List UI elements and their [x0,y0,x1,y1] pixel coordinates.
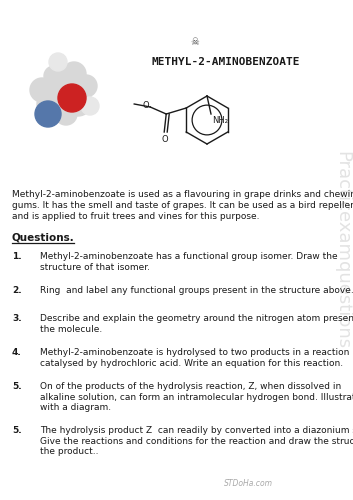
Text: Ring  and label any functional groups present in the structure above.: Ring and label any functional groups pre… [40,286,353,295]
Text: the product..: the product.. [40,447,98,456]
Text: the molecule.: the molecule. [40,324,102,334]
Text: On of the products of the hydrolysis reaction, Z, when dissolved in: On of the products of the hydrolysis rea… [40,382,341,391]
Text: Describe and explain the geometry around the nitrogen atom present in: Describe and explain the geometry around… [40,314,353,323]
Text: catalysed by hydrochloric acid. Write an equation for this reaction.: catalysed by hydrochloric acid. Write an… [40,358,343,368]
Circle shape [75,75,97,97]
Text: O: O [162,135,168,144]
Text: structure of that isomer.: structure of that isomer. [40,262,150,272]
Circle shape [55,103,77,125]
Circle shape [44,66,64,86]
Text: with a diagram.: with a diagram. [40,403,111,412]
Text: 3.: 3. [12,314,22,323]
Text: O: O [143,102,149,110]
Circle shape [58,84,86,112]
Text: gums. It has the smell and taste of grapes. It can be used as a bird repellent,: gums. It has the smell and taste of grap… [12,201,353,210]
Text: 4.: 4. [12,348,22,357]
Text: METHYL-2-AMINOBENZOATE: METHYL-2-AMINOBENZOATE [152,57,300,67]
Circle shape [45,71,79,105]
Text: Methyl-2-aminobenzoate has a functional group isomer. Draw the: Methyl-2-aminobenzoate has a functional … [40,252,337,261]
Circle shape [62,62,86,86]
Text: NH₂: NH₂ [212,116,228,125]
Circle shape [30,78,54,102]
Text: Methyl-2-aminobenzoate is used as a flavouring in grape drinks and chewing: Methyl-2-aminobenzoate is used as a flav… [12,190,353,199]
Text: 5.: 5. [12,382,22,391]
Circle shape [81,97,99,115]
Text: ☠: ☠ [191,37,199,47]
Text: Practicexamquestions: Practicexamquestions [333,151,351,349]
Text: The hydrolysis product Z  can readily by converted into a diazonium salt.: The hydrolysis product Z can readily by … [40,426,353,435]
Text: Questions.: Questions. [12,233,75,243]
Text: 1.: 1. [12,252,22,261]
Circle shape [37,91,63,117]
Text: and is applied to fruit trees and vines for this purpose.: and is applied to fruit trees and vines … [12,212,259,221]
Circle shape [35,101,61,127]
Text: 5.: 5. [12,426,22,435]
Text: alkaline solution, can form an intramolecular hydrogen bond. Illustrate this: alkaline solution, can form an intramole… [40,392,353,402]
Text: STDoHa.com: STDoHa.com [223,479,273,488]
Circle shape [64,88,92,116]
Circle shape [49,53,67,71]
Text: 2.: 2. [12,286,22,295]
Text: Give the reactions and conditions for the reaction and draw the structure of: Give the reactions and conditions for th… [40,436,353,446]
Text: Methyl-2-aminobenzoate is hydrolysed to two products in a reaction: Methyl-2-aminobenzoate is hydrolysed to … [40,348,349,357]
